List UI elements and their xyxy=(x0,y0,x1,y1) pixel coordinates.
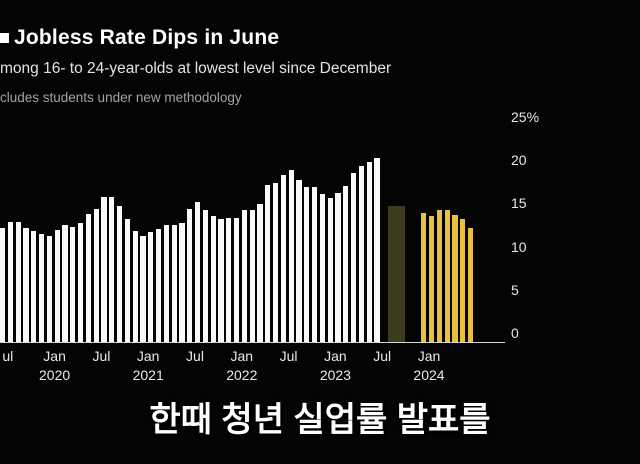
old-methodology-bar xyxy=(7,221,13,342)
suspended-period-bar xyxy=(387,205,405,342)
old-methodology-bar xyxy=(101,196,107,342)
chart-note: cludes students under new methodology xyxy=(0,90,242,105)
old-methodology-bar xyxy=(195,202,201,342)
old-methodology-bar xyxy=(187,208,193,342)
x-tick-label: Jan xyxy=(230,348,254,364)
new-methodology-bar xyxy=(452,215,458,342)
old-methodology-bar xyxy=(304,187,310,342)
old-methodology-bar xyxy=(273,183,279,342)
old-methodology-bar xyxy=(202,209,208,342)
old-methodology-bar xyxy=(351,172,357,342)
old-methodology-bar xyxy=(265,184,271,342)
x-tick-label: Jul xyxy=(186,348,204,364)
old-methodology-bar xyxy=(124,219,130,342)
x-tick-label: Jan xyxy=(324,348,347,364)
old-methodology-bar xyxy=(312,187,318,342)
y-tick-label: 15 xyxy=(511,195,527,212)
old-methodology-bar xyxy=(109,196,115,342)
old-methodology-bar xyxy=(374,158,380,342)
new-methodology-bar xyxy=(460,219,466,342)
x-tick-label: Jan xyxy=(136,348,160,364)
x-tick-label: Jul xyxy=(279,348,298,364)
x-tick-label: Jul xyxy=(92,348,111,364)
old-methodology-bar xyxy=(163,224,169,342)
old-methodology-bar xyxy=(132,231,138,342)
old-methodology-bar xyxy=(31,231,37,342)
old-methodology-bar xyxy=(85,214,91,342)
old-methodology-bar xyxy=(366,162,372,342)
old-methodology-bar xyxy=(39,234,45,342)
chart-title: Jobless Rate Dips in June xyxy=(14,26,280,49)
x-tick-label: ul xyxy=(2,348,14,364)
new-methodology-bar xyxy=(421,213,427,342)
old-methodology-bar xyxy=(171,224,177,342)
old-methodology-bar xyxy=(319,194,325,342)
old-methodology-bar xyxy=(93,208,99,342)
old-methodology-bar xyxy=(280,175,286,342)
x-tick-label: Jan xyxy=(43,348,66,364)
x-tick-year-label: 2023 xyxy=(319,367,351,383)
x-tick-label: Jan xyxy=(417,348,441,364)
chart-title-row: Jobless Rate Dips in June xyxy=(0,26,279,50)
old-methodology-bar xyxy=(70,227,76,342)
y-tick-label: 25% xyxy=(511,109,540,125)
old-methodology-bar xyxy=(140,235,146,342)
old-methodology-bar xyxy=(210,215,216,342)
old-methodology-bar xyxy=(117,206,123,342)
old-methodology-bar xyxy=(226,218,232,342)
old-methodology-bar xyxy=(15,221,21,342)
old-methodology-bar xyxy=(23,228,29,342)
new-methodology-bar xyxy=(444,209,450,342)
old-methodology-bar xyxy=(156,228,162,342)
new-methodology-bar xyxy=(468,228,474,342)
y-tick-label: 5 xyxy=(511,281,519,298)
new-methodology-bar xyxy=(436,209,442,342)
x-tick-year-label: 2020 xyxy=(39,367,71,383)
old-methodology-bar xyxy=(62,224,68,342)
old-methodology-bar xyxy=(78,222,84,342)
korean-caption: 한때 청년 실업률 발표를 xyxy=(149,401,491,439)
old-methodology-bar xyxy=(218,219,224,342)
old-methodology-bar xyxy=(234,218,240,342)
x-tick-year-label: 2022 xyxy=(226,367,258,383)
plot-area xyxy=(0,126,505,343)
old-methodology-bar xyxy=(257,203,263,342)
chart-subtitle: mong 16- to 24-year-olds at lowest level… xyxy=(0,60,392,77)
old-methodology-bar xyxy=(343,185,349,342)
y-tick-label: 20 xyxy=(511,152,527,169)
y-tick-label: 10 xyxy=(511,238,527,255)
old-methodology-bar xyxy=(46,235,52,342)
cropped-glyph xyxy=(0,33,9,43)
old-methodology-bar xyxy=(288,170,294,342)
y-tick-label: 0 xyxy=(511,325,519,341)
old-methodology-bar xyxy=(327,197,333,342)
old-methodology-bar xyxy=(179,222,185,342)
old-methodology-bar xyxy=(148,232,154,342)
old-methodology-bar xyxy=(335,192,341,342)
old-methodology-bar xyxy=(358,165,364,342)
x-tick-label: Jul xyxy=(373,348,392,364)
new-methodology-bar xyxy=(429,215,435,342)
old-methodology-bar xyxy=(249,209,255,342)
x-tick-year-label: 2021 xyxy=(132,367,164,383)
old-methodology-bar xyxy=(54,229,60,342)
old-methodology-bar xyxy=(296,180,302,342)
old-methodology-bar xyxy=(0,228,6,342)
old-methodology-bar xyxy=(241,209,247,342)
x-tick-year-label: 2024 xyxy=(413,367,445,383)
